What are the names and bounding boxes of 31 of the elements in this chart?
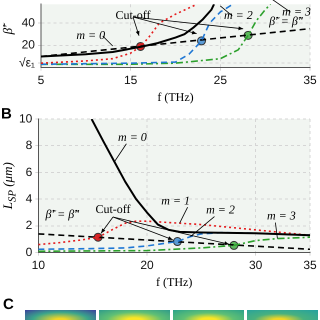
x-tick-label: 35 <box>303 258 317 272</box>
series-label: m = 2 <box>224 8 253 22</box>
y-axis-title: β̃′ <box>0 25 15 34</box>
line-series <box>40 4 234 66</box>
y-tick-label: 10 <box>18 111 33 126</box>
series-label: m = 1 <box>161 193 190 208</box>
x-tick-label: 35 <box>303 73 317 88</box>
x-tick-label: 20 <box>140 258 154 272</box>
series-label: m = 0 <box>76 28 106 42</box>
text: C <box>3 296 14 313</box>
chart-title: B <box>1 106 12 123</box>
annotation: Cut-off <box>95 202 131 216</box>
y-tick-label: 0 <box>26 244 33 259</box>
x-tick-label: 30 <box>248 258 263 272</box>
x-tick-label: 15 <box>124 73 138 88</box>
series-label: m = 0 <box>118 130 147 144</box>
y-tick-label: 40 <box>22 15 36 30</box>
y-tick-label: 2 <box>26 218 33 232</box>
x-axis-title: f (THz) <box>156 275 192 290</box>
y-tick-label: 20 <box>22 38 36 52</box>
y-tick-label: 6 <box>26 164 33 179</box>
y-tick-label: 4 <box>26 191 33 206</box>
x-tick-label: 25 <box>214 73 228 88</box>
series-label: m = 2 <box>206 202 235 217</box>
series-label: β̃′ = β̃″ <box>44 207 80 222</box>
y-tick-label: 8 <box>26 138 33 152</box>
annotation: Cut-off <box>115 8 151 22</box>
x-tick-label: 5 <box>38 73 45 88</box>
x-axis-title: f (THz) <box>157 90 194 104</box>
series-label: m = 3 <box>267 208 296 223</box>
y-tick-label: √ε₁ <box>19 55 35 70</box>
